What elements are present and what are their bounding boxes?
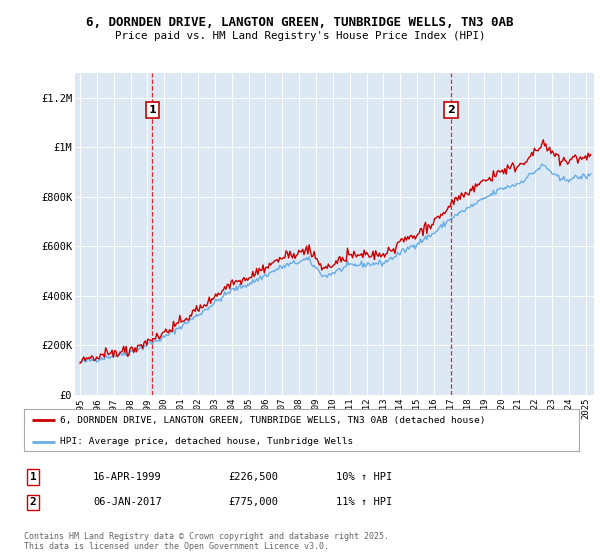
Text: 16-APR-1999: 16-APR-1999 xyxy=(93,472,162,482)
Text: 06-JAN-2017: 06-JAN-2017 xyxy=(93,497,162,507)
Text: HPI: Average price, detached house, Tunbridge Wells: HPI: Average price, detached house, Tunb… xyxy=(60,437,353,446)
Text: 10% ↑ HPI: 10% ↑ HPI xyxy=(336,472,392,482)
Text: Price paid vs. HM Land Registry's House Price Index (HPI): Price paid vs. HM Land Registry's House … xyxy=(115,31,485,41)
Text: £226,500: £226,500 xyxy=(228,472,278,482)
Text: 6, DORNDEN DRIVE, LANGTON GREEN, TUNBRIDGE WELLS, TN3 0AB: 6, DORNDEN DRIVE, LANGTON GREEN, TUNBRID… xyxy=(86,16,514,29)
Text: Contains HM Land Registry data © Crown copyright and database right 2025.
This d: Contains HM Land Registry data © Crown c… xyxy=(24,532,389,551)
Text: £775,000: £775,000 xyxy=(228,497,278,507)
Text: 6, DORNDEN DRIVE, LANGTON GREEN, TUNBRIDGE WELLS, TN3 0AB (detached house): 6, DORNDEN DRIVE, LANGTON GREEN, TUNBRID… xyxy=(60,416,485,424)
Text: 1: 1 xyxy=(148,105,156,115)
Text: 2: 2 xyxy=(447,105,455,115)
Text: 1: 1 xyxy=(29,472,37,482)
Text: 11% ↑ HPI: 11% ↑ HPI xyxy=(336,497,392,507)
Text: 2: 2 xyxy=(29,497,37,507)
